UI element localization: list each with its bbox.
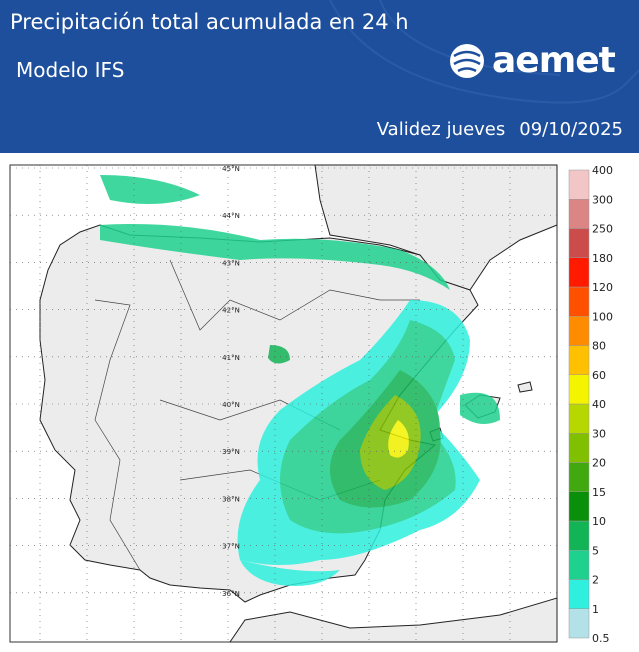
lat-label: 36°N (222, 590, 240, 598)
validity-date: 09/10/2025 (519, 119, 623, 140)
validity-label: Validez (376, 119, 441, 140)
colorbar-label: 0.5 (592, 632, 610, 645)
logo: aemet (492, 40, 616, 81)
lat-label: 44°N (222, 212, 240, 220)
validity: Validez jueves 09/10/2025 (371, 119, 623, 140)
colorbar-swatch (568, 169, 590, 200)
colorbar-label: 40 (592, 398, 606, 411)
africa (229, 597, 558, 643)
lat-label: 43°N (222, 259, 240, 267)
header: Precipitación total acumulada en 24 h Mo… (0, 0, 639, 153)
lat-label: 42°N (222, 307, 240, 315)
lat-label: 39°N (222, 448, 240, 456)
colorbar-swatch (568, 608, 590, 639)
colorbar-label: 30 (592, 427, 606, 440)
colorbar-label: 120 (592, 281, 613, 294)
colorbar-label: 250 (592, 223, 613, 236)
lat-labels: 45°N 44°N 43°N 42°N 41°N 40°N 39°N 38°N 37°N 36°N (10, 165, 557, 642)
lat-label: 41°N (222, 354, 240, 362)
colorbar-label: 5 (592, 544, 599, 557)
logo-icon (450, 44, 484, 78)
colorbar-swatch (568, 491, 590, 522)
colorbar-swatch (568, 462, 590, 492)
colorbar-swatch (568, 228, 590, 258)
colorbar-swatch (568, 316, 590, 346)
colorbar-swatch (568, 579, 590, 609)
colorbar-swatch (568, 345, 590, 375)
colorbar-label: 80 (592, 340, 606, 353)
colorbar-swatch (568, 550, 590, 580)
lat-label: 38°N (222, 495, 240, 503)
colorbar: 0.5 1 2 5 10 15 20 30 40 60 80 100 120 180 250 300 400 (568, 164, 613, 645)
lat-label: 45°N (222, 165, 240, 173)
colorbar-swatch (568, 199, 590, 229)
colorbar-label: 100 (592, 310, 613, 323)
header-decoration (329, 0, 639, 104)
colorbar-swatch (568, 403, 590, 434)
lat-label: 37°N (222, 543, 240, 551)
colorbar-label: 2 (592, 574, 599, 587)
colorbar-label: 180 (592, 252, 613, 265)
colorbar-swatch (568, 286, 590, 317)
colorbar-label: 400 (592, 164, 613, 177)
map-panel: 45°N 44°N 43°N 42°N 41°N 40°N 39°N 38°N 37°N 36°N… (9, 164, 613, 645)
colorbar-label: 15 (592, 486, 606, 499)
colorbar-label: 60 (592, 369, 606, 382)
colorbar-label: 10 (592, 515, 606, 528)
colorbar-swatch (568, 374, 590, 405)
colorbar-label: 300 (592, 193, 613, 206)
title: Precipitación total acumulada en 24 h (10, 10, 409, 34)
menorca (517, 381, 533, 393)
precipitation (100, 175, 500, 586)
colorbar-label: 20 (592, 457, 606, 470)
colorbar-label: 1 (592, 603, 599, 616)
colorbar-swatch (568, 433, 590, 463)
validity-day: jueves (446, 119, 506, 140)
colorbar-swatch (568, 520, 590, 551)
map: 45°N 44°N 43°N 42°N 41°N 40°N 39°N 38°N 37°N 36°N (9, 164, 558, 643)
borders (94, 259, 420, 571)
colorbar-swatch (568, 257, 590, 288)
lat-label: 40°N (222, 401, 240, 409)
subtitle: Modelo IFS (16, 58, 125, 82)
